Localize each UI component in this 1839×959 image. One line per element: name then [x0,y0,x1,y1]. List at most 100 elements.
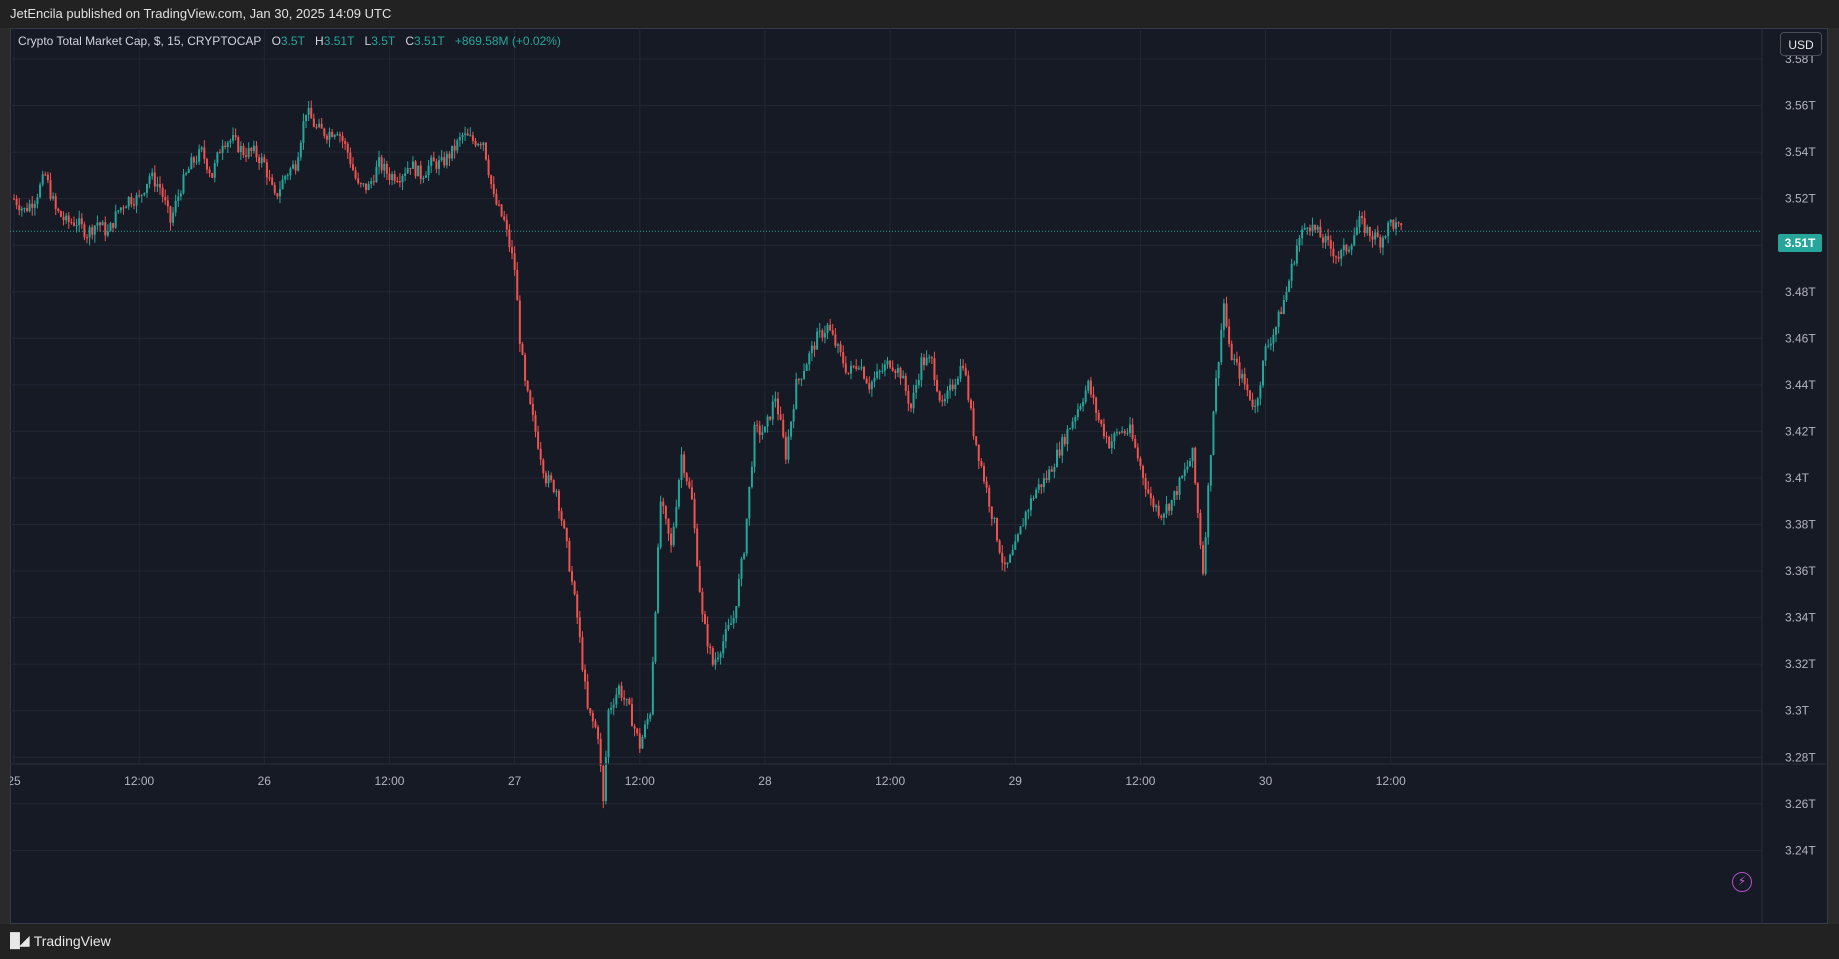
candle-body [842,352,845,364]
candle-body [132,204,135,206]
candle-body [826,324,829,333]
candle-body [289,168,292,176]
candle-body [1400,223,1403,226]
candle-body [1092,394,1095,398]
candle-body [690,487,693,500]
price-chart[interactable]: 3.24T 3.26T 3.28T 3.3T 3.32T 3.34T 3.36T 3.38T 3… [10,28,1828,924]
candle-body [430,157,433,166]
candle-body [159,184,162,188]
candle-body [153,172,156,187]
candle-body [805,364,808,371]
candle-body [602,765,605,802]
candle-body [396,181,399,183]
candle-body [724,628,727,642]
change-value: +869.58M (+0.02%) [454,34,561,48]
close-label: C [405,34,415,48]
candle-body [923,357,926,366]
currency-button[interactable]: USD [1780,32,1822,56]
candle-body [474,140,477,146]
candle-body [96,222,99,226]
candle-body [1303,227,1306,230]
candle-body [638,733,641,749]
lightning-bolt-icon[interactable]: ⚡ [1732,872,1752,892]
candle-body [1215,378,1218,412]
candle-body [581,637,584,670]
candle-body [122,207,125,209]
candle-body [318,123,321,128]
candle-body [1329,240,1332,249]
candle-body [411,161,414,169]
time-axis[interactable]: 25 12:00 26 12:00 27 12:00 28 12:00 29 12:00 30 12:… [10,774,1406,788]
low-value: 3.5T [371,34,396,48]
candle-body [440,157,443,161]
candle-body [959,365,962,379]
time-tick-label: 28 [758,774,772,788]
candle-body [763,426,766,433]
candle-body [1019,526,1022,535]
candle-body [151,172,154,177]
candle-body [1379,237,1382,248]
candle-body [1168,504,1171,511]
candle-body [977,444,980,462]
candle-body [782,419,785,437]
candle-body [732,618,735,624]
candle-body [148,176,151,184]
candle-body [776,398,779,415]
candle-body [610,707,613,710]
candle-body [787,436,790,460]
candle-body [26,208,29,212]
candle-body [331,131,334,137]
candle-body [276,193,279,197]
candle-body [1170,500,1173,511]
candle-body [1079,406,1082,410]
candle-body [1105,436,1108,438]
candle-body [372,181,375,183]
candle-body [1142,465,1145,479]
candle-body [1264,346,1267,361]
candle-body [281,179,284,190]
candle-body [1110,441,1113,449]
candle-body [232,135,235,141]
candle-body [925,357,928,366]
price-axis[interactable]: 3.24T 3.26T 3.28T 3.3T 3.32T 3.34T 3.36T 3.38T 3… [1785,52,1816,857]
candle-body [1082,401,1085,407]
candle-body [771,401,774,420]
candle-body [1392,219,1395,229]
candle-body [730,623,733,625]
candle-body [516,269,519,301]
candle-body [479,144,482,146]
candle-body [1248,390,1251,400]
candle-body [894,370,897,373]
candle-body [844,363,847,373]
candle-body [1175,491,1178,495]
candle-body [312,118,315,127]
candle-body [998,540,1001,553]
candle-body [464,133,467,135]
price-tick-label: 3.54T [1785,145,1816,159]
candle-body [265,162,268,178]
candle-body [443,157,446,166]
candle-body [1188,461,1191,467]
candle-body [59,211,62,217]
price-tick-label: 3.42T [1785,424,1816,438]
candle-body [829,324,832,331]
candle-body [351,164,354,171]
tradingview-brand[interactable]: █◢ TradingView [10,932,111,949]
candle-body [1173,491,1176,501]
candle-body [1058,449,1061,456]
candle-body [1277,311,1280,327]
brand-name: TradingView [33,932,111,949]
candle-body [367,183,370,191]
candle-body [1196,483,1199,514]
candle-body [458,137,461,141]
time-tick-label: 30 [1259,774,1273,788]
candle-body [208,169,211,174]
candle-body [1016,534,1019,542]
candle-body [709,646,712,648]
candle-body [857,368,860,370]
candle-body [1071,421,1074,429]
candle-body [586,681,589,709]
chart-pane[interactable] [10,28,1828,924]
candle-body [41,174,44,185]
candle-body [881,370,884,372]
